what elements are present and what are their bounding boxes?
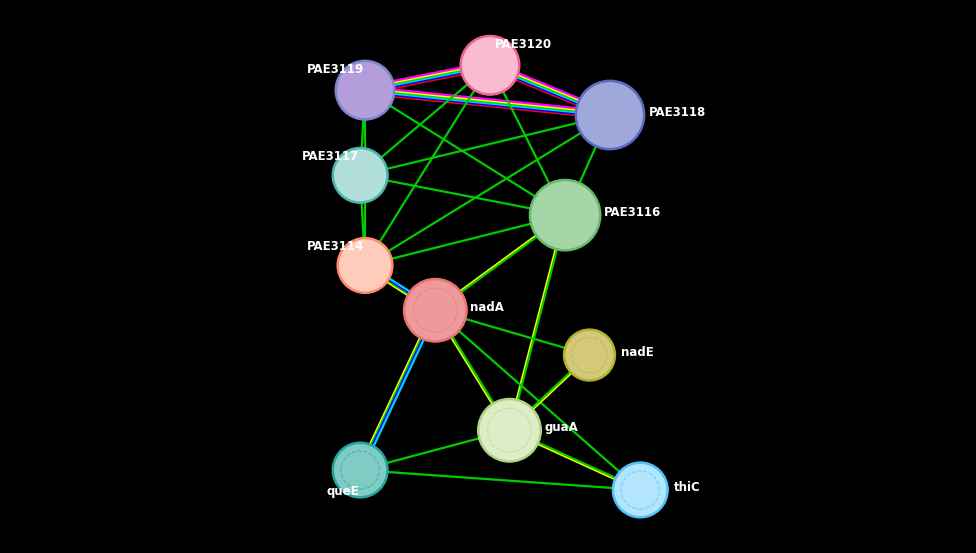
Ellipse shape [613, 463, 668, 517]
Ellipse shape [461, 36, 519, 95]
Text: PAE3119: PAE3119 [306, 62, 364, 76]
Ellipse shape [333, 443, 387, 497]
Ellipse shape [338, 238, 392, 293]
Text: PAE3117: PAE3117 [302, 150, 359, 163]
Text: guaA: guaA [545, 421, 579, 434]
Ellipse shape [478, 399, 541, 461]
Text: thiC: thiC [673, 481, 700, 494]
Ellipse shape [404, 279, 467, 341]
Ellipse shape [576, 81, 644, 149]
Ellipse shape [333, 148, 387, 202]
Ellipse shape [336, 61, 394, 119]
Text: queE: queE [327, 484, 359, 498]
Text: nadA: nadA [470, 301, 505, 314]
Ellipse shape [564, 330, 615, 380]
Text: PAE3114: PAE3114 [306, 240, 364, 253]
Ellipse shape [530, 180, 600, 251]
Text: PAE3116: PAE3116 [604, 206, 662, 219]
Text: PAE3120: PAE3120 [495, 38, 552, 51]
Text: PAE3118: PAE3118 [649, 106, 707, 119]
Text: nadE: nadE [621, 346, 654, 359]
